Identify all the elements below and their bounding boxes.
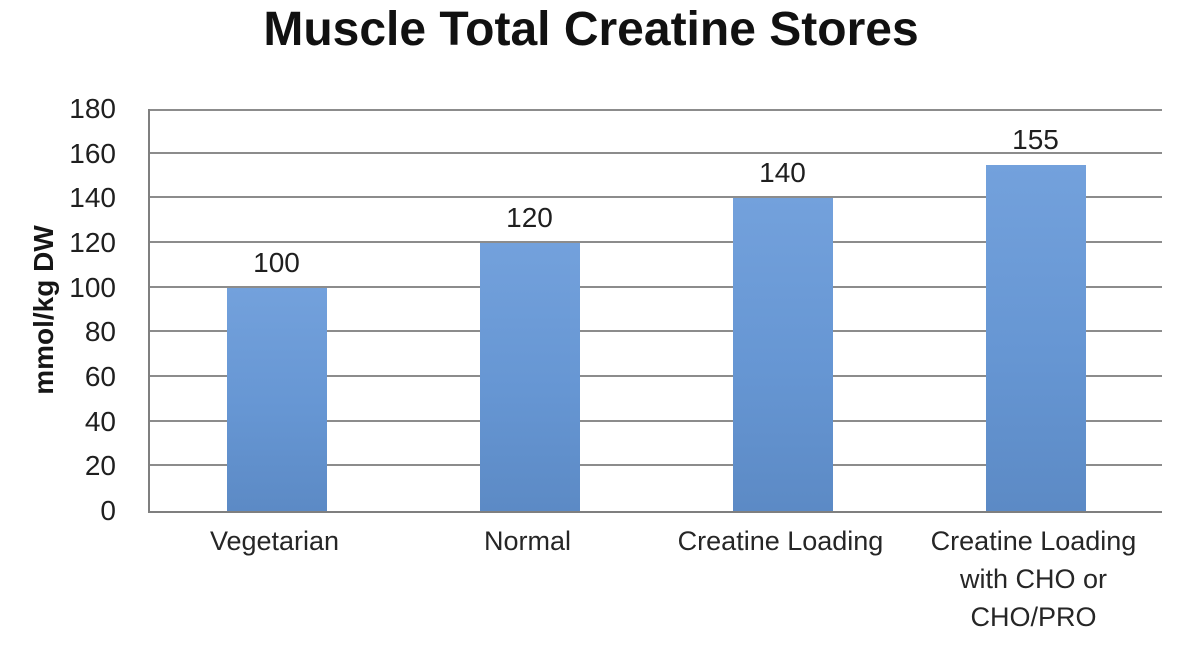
y-tick-label: 160 [69,137,116,169]
y-tick-label: 140 [69,182,116,214]
bar-group: 120 [403,109,656,511]
gridline [150,285,1162,288]
bar-value-label: 140 [759,157,806,189]
gridline [150,151,1162,154]
y-tick-label: 0 [100,495,116,526]
x-axis-category-labels: Vegetarian Normal Creatine Loading Creatine… [148,522,1160,636]
gridline [150,109,1162,111]
gridline [150,464,1162,467]
bar [732,198,833,511]
y-tick-label: 40 [84,405,116,437]
bar [479,243,580,511]
bar [226,287,327,511]
y-tick-label: 120 [69,227,116,258]
x-category-label: Creatine Loading [677,526,884,556]
gridline [150,241,1162,243]
y-tick-label: 80 [84,316,116,348]
bars: 100 120 140 155 [150,109,1162,511]
bar-group: 155 [909,109,1162,511]
y-tick-label: 20 [84,450,116,482]
gridline [150,419,1162,422]
bar-group: 140 [656,109,909,511]
x-category-label: Vegetarian [209,526,340,556]
bar-value-label: 120 [506,202,553,233]
bar [985,164,1086,511]
y-tick-label: 100 [69,271,116,303]
plot-area: 0 20 40 60 80 100 120 140 160 180 100 120 140 155 [69,93,1162,526]
gridline [150,196,1162,199]
chart-title: Muscle Total Creatine Stores [263,3,919,56]
x-category-label: Normal [483,526,571,556]
y-tick-label: 180 [69,93,116,124]
bar-value-label: 155 [1012,123,1059,155]
x-category-label: Creatine Loading with CHO or CHO/PRO [930,526,1137,632]
bar-value-label: 100 [253,246,300,278]
y-tick-label: 60 [84,361,116,392]
bar-group: 100 [150,109,403,511]
gridline [150,330,1162,333]
gridline [150,375,1162,377]
